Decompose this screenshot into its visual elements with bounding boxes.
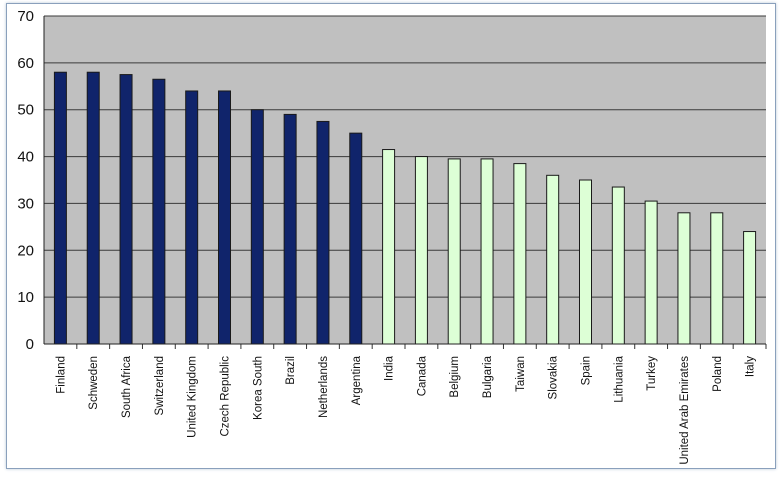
y-tick-label: 40: [17, 149, 34, 166]
bar: [447, 158, 461, 345]
x-axis-category-labels: Finland Schweden South Africa Switzerland Un…: [55, 344, 767, 465]
bar: [513, 163, 527, 345]
x-category-label: Netherlands: [318, 356, 330, 418]
bar: [414, 156, 428, 345]
x-category-label: Turkey: [646, 356, 658, 391]
x-category-label: United Kingdom: [187, 356, 199, 438]
x-category-label: Brazil: [285, 356, 297, 385]
x-category-label: Czech Republic: [220, 356, 232, 437]
bar: [283, 113, 297, 345]
y-tick-label: 70: [17, 8, 34, 25]
bar: [185, 90, 199, 345]
bar: [546, 174, 560, 345]
x-category-label: Finland: [55, 356, 67, 394]
x-category-label: Slovakia: [548, 355, 560, 399]
x-category-label: Bulgaria: [482, 355, 494, 398]
bar: [644, 200, 658, 345]
x-category-label: India: [384, 355, 396, 381]
x-category-label: Schweden: [88, 356, 100, 410]
bar: [611, 186, 625, 345]
x-category-label: Lithuania: [613, 355, 625, 402]
bar: [53, 71, 67, 345]
y-tick-label: 50: [17, 102, 34, 119]
y-tick-label: 20: [17, 242, 34, 259]
x-category-label: Italy: [745, 356, 757, 377]
plot-area: [44, 16, 766, 344]
y-axis-tick-labels: 0 10 20 30 40 50 60 70: [17, 8, 34, 353]
bar: [349, 132, 363, 345]
x-category-label: United Arab Emirates: [679, 356, 691, 465]
bar: [382, 149, 396, 345]
bar: [743, 231, 757, 345]
bar: [480, 158, 494, 345]
bar: [119, 74, 133, 345]
x-category-label: Poland: [712, 356, 724, 392]
y-tick-label: 10: [17, 289, 34, 306]
bar: [710, 212, 724, 345]
x-category-label: Korea South: [252, 356, 264, 420]
y-tick-label: 60: [17, 55, 34, 72]
bars: [53, 71, 757, 345]
x-category-label: Taiwan: [515, 356, 527, 392]
bar: [250, 109, 264, 345]
bar: [218, 90, 231, 345]
bar: [579, 179, 592, 345]
x-category-label: Belgium: [449, 356, 461, 398]
y-tick-label: 30: [17, 195, 34, 212]
x-category-label: Canada: [416, 355, 428, 396]
y-tick-label: 0: [26, 336, 34, 353]
bar: [316, 120, 330, 345]
bar: [152, 78, 166, 345]
x-category-label: Argentina: [351, 355, 363, 405]
x-category-label: Spain: [581, 356, 593, 385]
bar: [86, 71, 100, 345]
x-category-label: South Africa: [121, 355, 133, 418]
bar: [677, 212, 691, 345]
x-category-label: Switzerland: [154, 356, 166, 415]
